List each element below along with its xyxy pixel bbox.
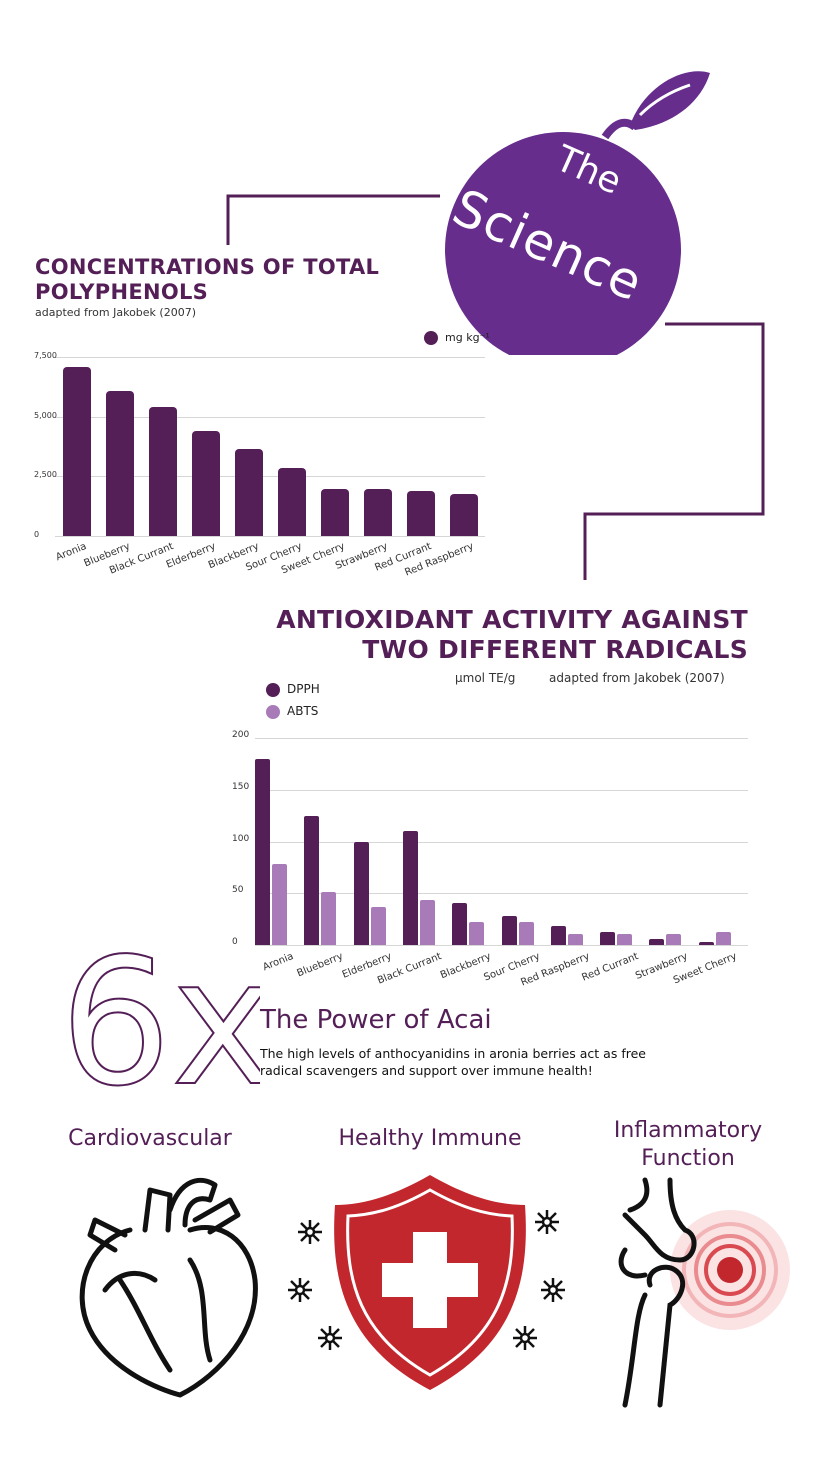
six-x-text: 6x (60, 945, 260, 1090)
gridline (55, 476, 485, 478)
bar (277, 467, 306, 536)
y-tick-label: 0 (34, 530, 40, 539)
gridline (255, 841, 748, 843)
bar (449, 493, 478, 536)
bar (363, 488, 392, 536)
gridline (55, 536, 485, 537)
y-tick-label: 100 (232, 833, 250, 844)
benefit-cardiovascular-title: Cardiovascular (68, 1126, 232, 1151)
bar-abts (370, 906, 386, 945)
gridline (255, 945, 748, 946)
bar-dpph (255, 758, 270, 945)
chart1-source: adapted from Jakobek (2007) (35, 306, 196, 319)
connector-lines (226, 194, 765, 580)
x-tick-label: Red Currant (580, 951, 641, 984)
y-tick-label: 5,000 (34, 410, 57, 420)
knee-joint-icon (618, 1177, 790, 1408)
legend-label: DPPH (287, 682, 320, 696)
bar-dpph (452, 902, 468, 945)
y-tick-label: 7,500 (34, 351, 57, 360)
y-tick-label: 50 (232, 885, 244, 896)
x-tick-label: Aronia (261, 951, 296, 974)
bar (191, 430, 220, 536)
bar-dpph (353, 841, 369, 945)
bar (148, 407, 177, 536)
legend-item-dpph: DPPH (266, 678, 320, 700)
gridline (255, 789, 748, 791)
y-tick-label: 200 (232, 730, 250, 740)
y-tick-label: 0 (232, 937, 238, 947)
bar-abts (666, 933, 682, 945)
power-body-line1: The high levels of anthocyanidins in aro… (260, 1046, 646, 1061)
title-line2: Function (641, 1145, 735, 1171)
fruit-circle (445, 132, 681, 355)
y-tick-label: 2,500 (34, 470, 57, 480)
legend-item-abts: ABTS (266, 700, 320, 722)
chart2-legend: DPPH ABTS (266, 678, 320, 722)
bar-dpph (501, 916, 517, 945)
bar-dpph (649, 938, 665, 945)
benefit-immune-title: Healthy Immune (338, 1126, 522, 1151)
gridline (255, 738, 748, 739)
bar (406, 490, 435, 536)
bar-abts (321, 892, 337, 945)
bar (62, 366, 91, 536)
heart-icon (79, 1177, 258, 1398)
bar-abts (419, 900, 435, 945)
leaf-icon (630, 71, 710, 130)
bar-dpph (304, 815, 320, 945)
chart1-legend: mg kg⁻¹ (424, 331, 490, 345)
legend-label: ABTS (287, 704, 319, 718)
bar (234, 448, 263, 536)
bar-abts (715, 931, 731, 945)
shield-cross-icon (288, 1175, 565, 1390)
bar (320, 488, 349, 536)
bar (105, 390, 134, 536)
benefit-inflammatory-title: Inflammatory Function (578, 1117, 798, 1172)
gridline (55, 416, 485, 418)
y-tick-label: 150 (232, 781, 250, 792)
bar-abts (469, 922, 485, 945)
chart2-unit: µmol TE/g (455, 671, 516, 685)
bar-abts (617, 933, 633, 945)
chart2-title-line1: ANTIOXIDANT ACTIVITY AGAINST (276, 605, 748, 634)
chart1-title: CONCENTRATIONS OF TOTAL POLYPHENOLS (35, 255, 380, 304)
bar-abts (567, 933, 583, 945)
six-x-outline: 6x (60, 945, 260, 1090)
legend-dot-icon (266, 704, 280, 719)
power-body: The high levels of anthocyanidins in aro… (260, 1045, 646, 1079)
gridline (55, 357, 485, 358)
science-fruit-logo (445, 71, 710, 355)
legend-dot-icon (266, 682, 280, 697)
power-body-line2: radical scavengers and support over immu… (260, 1063, 593, 1078)
bar-dpph (600, 931, 616, 945)
bar-abts (518, 922, 534, 945)
chart2-title: ANTIOXIDANT ACTIVITY AGAINST TWO DIFFERE… (276, 605, 748, 665)
germ-icons (288, 1210, 565, 1350)
gridline (255, 893, 748, 895)
title-line1: Inflammatory (613, 1118, 763, 1143)
x-tick-label: Blueberry (295, 951, 345, 980)
chart2-title-line2: TWO DIFFERENT RADICALS (362, 635, 748, 664)
chart2-source: adapted from Jakobek (2007) (549, 671, 725, 685)
bar-dpph (550, 926, 566, 945)
legend-label: mg kg⁻¹ (445, 331, 490, 344)
bar-dpph (698, 941, 714, 945)
power-title: The Power of Acai (260, 1005, 492, 1035)
bar-dpph (402, 831, 418, 945)
legend-dot-icon (424, 331, 438, 345)
bar-abts (272, 864, 287, 945)
